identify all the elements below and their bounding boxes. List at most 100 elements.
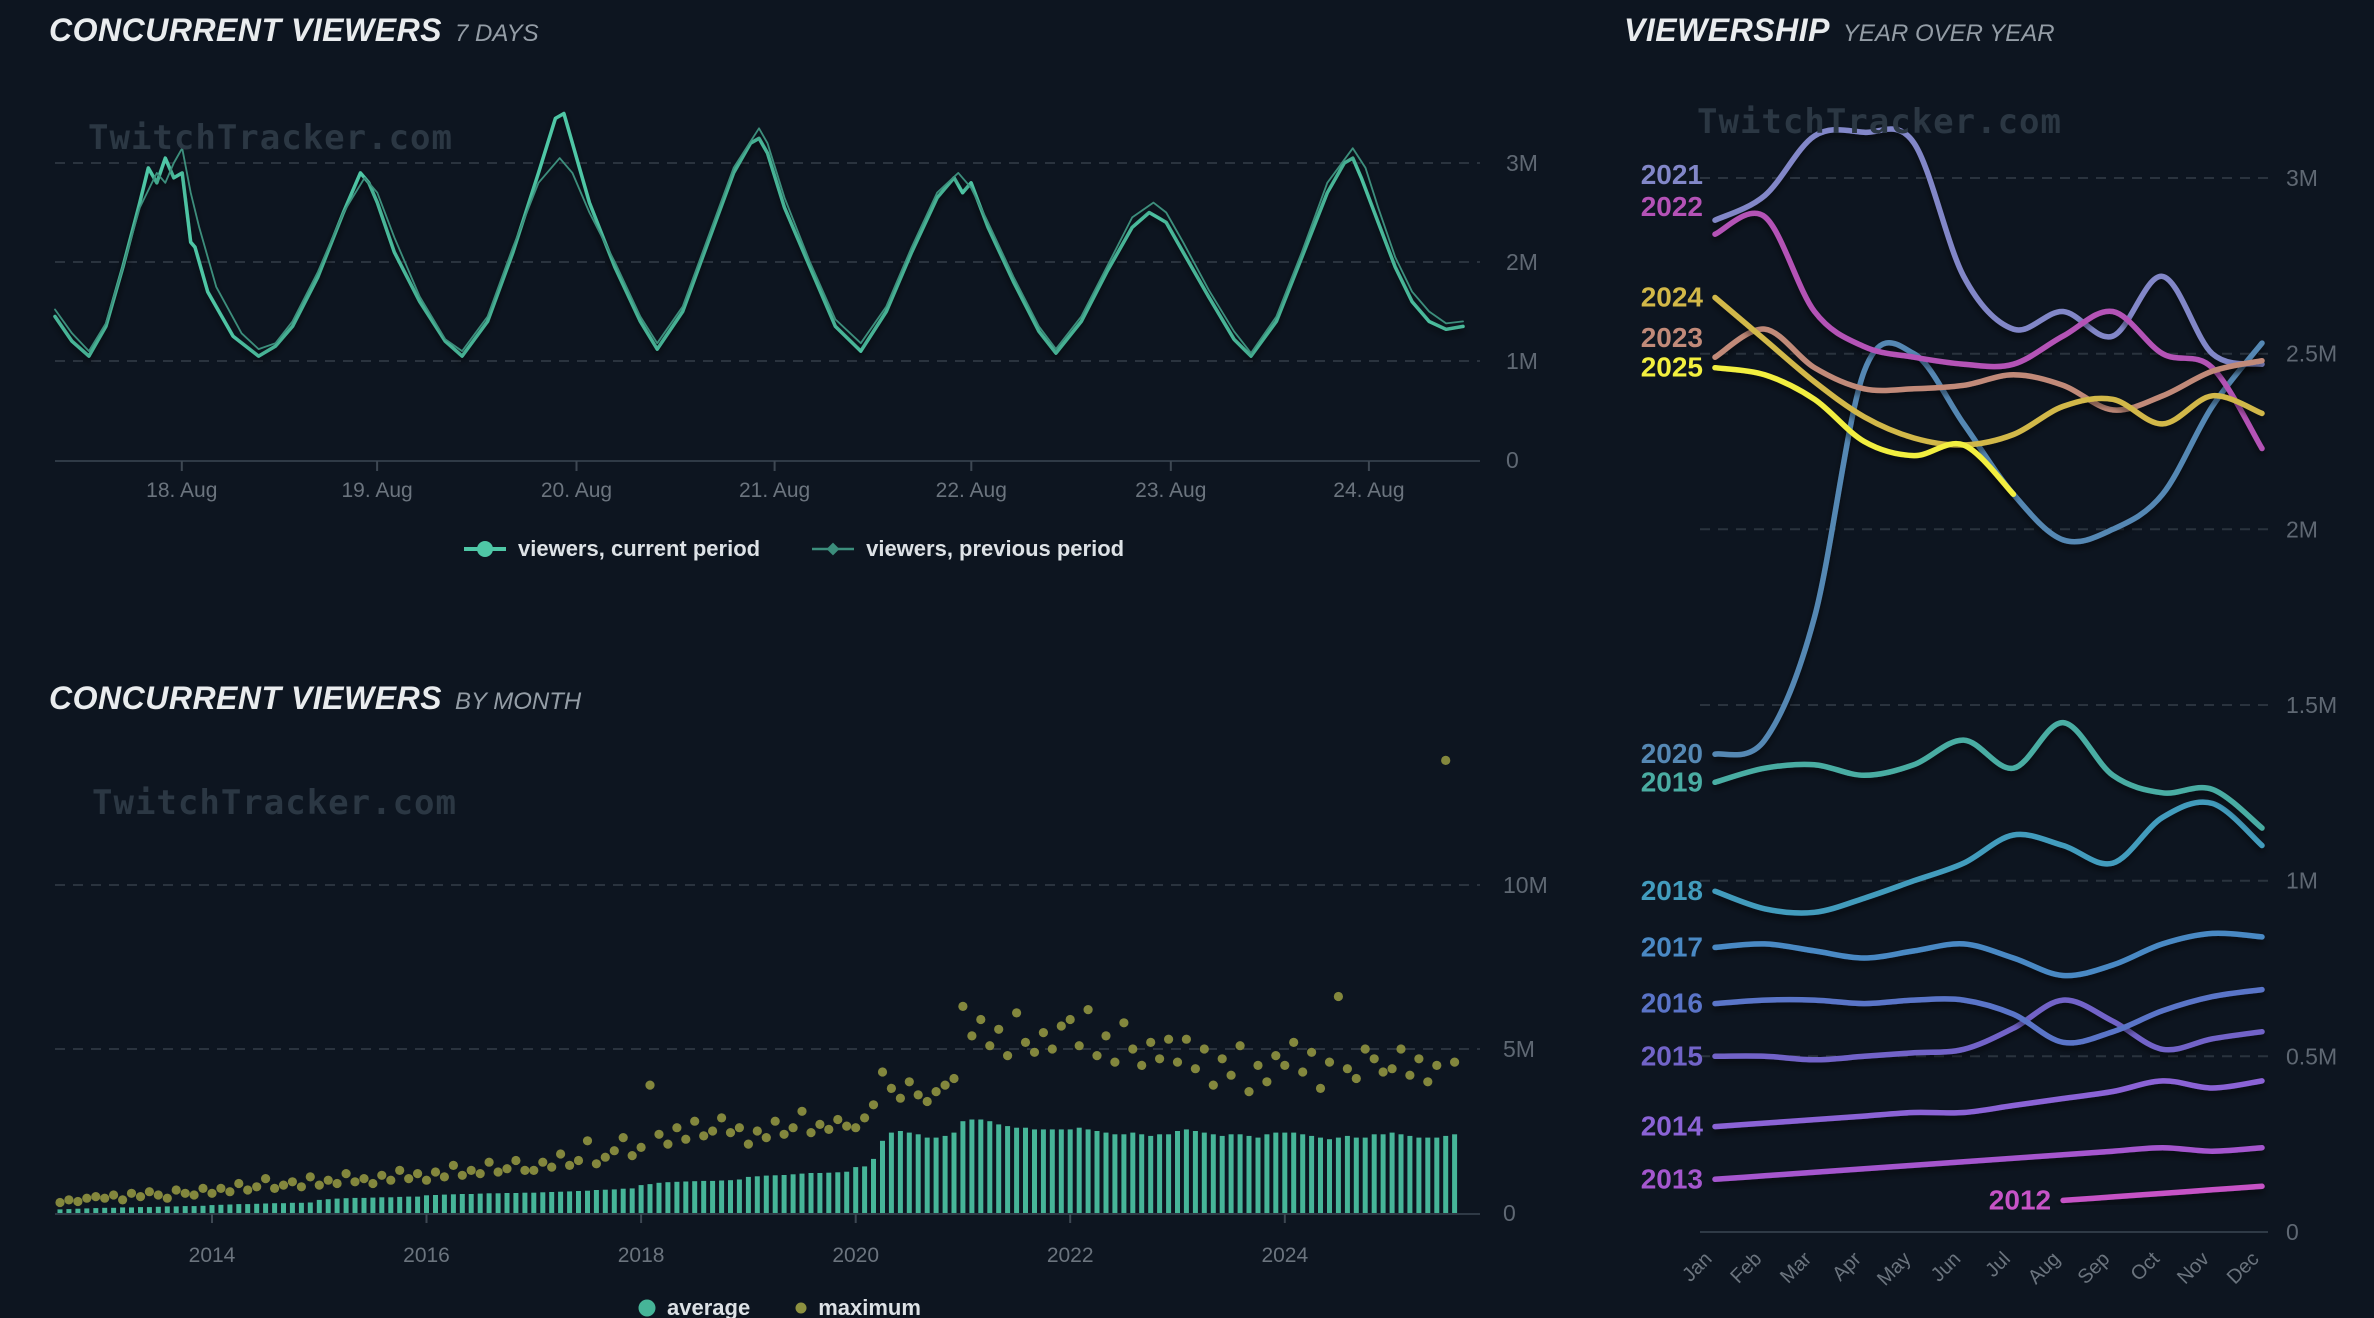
average-bar[interactable] <box>1344 1135 1350 1213</box>
average-bar[interactable] <box>1407 1135 1413 1213</box>
average-bar[interactable] <box>683 1181 689 1214</box>
maximum-dot[interactable] <box>1190 1064 1200 1074</box>
average-bar[interactable] <box>754 1176 760 1213</box>
average-bar[interactable] <box>915 1134 921 1213</box>
average-bar[interactable] <box>1157 1134 1163 1213</box>
average-bar[interactable] <box>343 1198 349 1213</box>
average-bar[interactable] <box>1103 1132 1109 1213</box>
maximum-dot[interactable] <box>734 1123 745 1133</box>
average-bar[interactable] <box>1130 1132 1136 1213</box>
maximum-dot[interactable] <box>851 1123 861 1133</box>
maximum-dot[interactable] <box>976 1014 986 1025</box>
maximum-dot[interactable] <box>538 1157 548 1167</box>
year-line-2014[interactable] <box>1712 1078 2265 1130</box>
maximum-dot[interactable] <box>1146 1037 1156 1047</box>
average-bar[interactable] <box>1076 1127 1082 1213</box>
average-bar[interactable] <box>674 1181 680 1213</box>
maximum-dot[interactable] <box>1056 1021 1066 1031</box>
maximum-dot[interactable] <box>1172 1057 1183 1067</box>
average-bar[interactable] <box>969 1119 975 1214</box>
maximum-dot[interactable] <box>1360 1044 1370 1054</box>
year-label-2012[interactable]: 2012 <box>1989 1184 2051 1215</box>
average-bar[interactable] <box>862 1166 868 1213</box>
maximum-dot[interactable] <box>681 1134 691 1144</box>
average-bar[interactable] <box>289 1202 295 1213</box>
maximum-dot[interactable] <box>135 1192 146 1202</box>
average-bar[interactable] <box>1273 1132 1279 1213</box>
average-bar[interactable] <box>745 1176 751 1213</box>
legend-item-average[interactable]: average <box>637 1295 750 1318</box>
maximum-dot[interactable] <box>886 1083 897 1093</box>
average-bar[interactable] <box>951 1132 957 1213</box>
average-bar[interactable] <box>316 1199 322 1213</box>
average-bar[interactable] <box>1362 1137 1368 1213</box>
maximum-dot[interactable] <box>761 1133 771 1143</box>
maximum-dot[interactable] <box>421 1175 432 1185</box>
maximum-dot[interactable] <box>73 1196 83 1207</box>
average-bar[interactable] <box>1237 1134 1243 1213</box>
maximum-dot[interactable] <box>1003 1051 1013 1061</box>
maximum-dot[interactable] <box>1441 755 1451 766</box>
maximum-dot[interactable] <box>1074 1041 1084 1051</box>
average-bar[interactable] <box>844 1171 850 1213</box>
maximum-dot[interactable] <box>153 1190 163 1200</box>
maximum-dot[interactable] <box>413 1169 423 1179</box>
average-bar[interactable] <box>236 1204 242 1213</box>
average-bar[interactable] <box>1398 1134 1404 1213</box>
maximum-dot[interactable] <box>877 1067 888 1077</box>
average-bar[interactable] <box>1085 1129 1091 1213</box>
average-bar[interactable] <box>888 1132 894 1213</box>
year-label-2016[interactable]: 2016 <box>1641 988 1703 1019</box>
maximum-dot[interactable] <box>377 1170 387 1180</box>
maximum-dot[interactable] <box>699 1131 709 1141</box>
maximum-dot[interactable] <box>663 1139 673 1149</box>
average-bar[interactable] <box>1291 1132 1297 1213</box>
average-bar[interactable] <box>647 1184 653 1213</box>
year-line-2023[interactable] <box>1712 326 2265 413</box>
average-bar[interactable] <box>1192 1131 1198 1213</box>
average-bar[interactable] <box>406 1196 412 1213</box>
maximum-dot[interactable] <box>1155 1054 1165 1064</box>
average-bar[interactable] <box>245 1204 251 1213</box>
maximum-dot[interactable] <box>591 1159 602 1169</box>
average-bar[interactable] <box>1049 1129 1055 1213</box>
maximum-dot[interactable] <box>967 1031 977 1041</box>
maximum-dot[interactable] <box>466 1165 476 1175</box>
average-bar[interactable] <box>173 1206 179 1213</box>
maximum-dot[interactable] <box>1012 1008 1022 1018</box>
maximum-dot[interactable] <box>484 1157 494 1167</box>
maximum-dot[interactable] <box>940 1080 950 1090</box>
average-bar[interactable] <box>138 1207 143 1213</box>
legend-item-previous-period[interactable]: viewers, previous period <box>810 536 1124 562</box>
maximum-dot[interactable] <box>690 1116 700 1126</box>
year-line-2017[interactable] <box>1712 930 2265 979</box>
maximum-dot[interactable] <box>118 1195 128 1205</box>
maximum-dot[interactable] <box>949 1073 959 1084</box>
average-bar[interactable] <box>817 1173 823 1213</box>
average-bar[interactable] <box>656 1182 662 1213</box>
maximum-dot[interactable] <box>180 1188 190 1198</box>
average-bars[interactable] <box>57 1119 1458 1214</box>
year-line-2022[interactable] <box>1712 210 2265 452</box>
average-bar[interactable] <box>415 1196 421 1213</box>
maximum-dot[interactable] <box>278 1180 289 1190</box>
maximum-dot[interactable] <box>1342 1064 1352 1074</box>
average-bar[interactable] <box>486 1193 492 1213</box>
maximum-dot[interactable] <box>627 1151 637 1161</box>
maximum-dot[interactable] <box>457 1170 467 1180</box>
average-bar[interactable] <box>808 1173 814 1213</box>
average-bar[interactable] <box>388 1197 394 1213</box>
average-bar[interactable] <box>298 1202 304 1213</box>
average-bar[interactable] <box>638 1185 644 1213</box>
year-line-2020[interactable] <box>1712 339 2265 758</box>
average-bar[interactable] <box>736 1179 742 1214</box>
maximum-dot[interactable] <box>779 1129 789 1139</box>
maximum-dot[interactable] <box>815 1119 825 1129</box>
average-bar[interactable] <box>567 1191 573 1213</box>
year-label-2021[interactable]: 2021 <box>1641 159 1703 190</box>
maximum-dot[interactable] <box>752 1126 762 1136</box>
maximum-dot[interactable] <box>1262 1077 1272 1087</box>
average-bar[interactable] <box>1353 1137 1359 1213</box>
maximum-dot[interactable] <box>868 1100 879 1110</box>
maximum-dot[interactable] <box>788 1123 798 1133</box>
